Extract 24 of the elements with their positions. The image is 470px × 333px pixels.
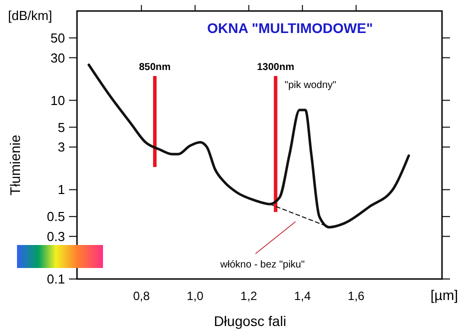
y-tick-label: 0.5 [46, 209, 65, 224]
text: [dB/km] [8, 8, 52, 23]
annotation: włókno - bez "piku" [219, 260, 306, 271]
x-tick-label: 1,4 [294, 289, 312, 303]
x-tick-label: 1,0 [186, 289, 204, 303]
x-axis-title: Długosc fali [214, 313, 286, 329]
x-tick-label: 1,2 [240, 289, 258, 303]
annotation: "pik wodny" [284, 80, 337, 91]
ref-line-label: 1300nm [256, 62, 294, 73]
text: [µm] [430, 287, 458, 303]
y-tick-label: 30 [50, 50, 65, 66]
y-tick-label: 0.1 [46, 272, 65, 287]
y-tick-label: 50 [50, 30, 65, 46]
y-tick-label: 0.3 [46, 228, 65, 244]
x-tick-label: 0,8 [133, 289, 150, 303]
text: OKNA "MULTIMODOWE" [207, 20, 373, 36]
ref-line-label: 850nm [138, 62, 171, 73]
line-series [88, 64, 410, 228]
y-tick-label: 5 [58, 120, 65, 135]
y-axis-title: Tłumienie [7, 134, 23, 196]
y-tick-label: 10 [50, 92, 65, 108]
y-tick-label: 3 [58, 140, 65, 155]
x-tick-label: 1,6 [348, 289, 365, 303]
y-tick-label: 1 [58, 182, 65, 198]
